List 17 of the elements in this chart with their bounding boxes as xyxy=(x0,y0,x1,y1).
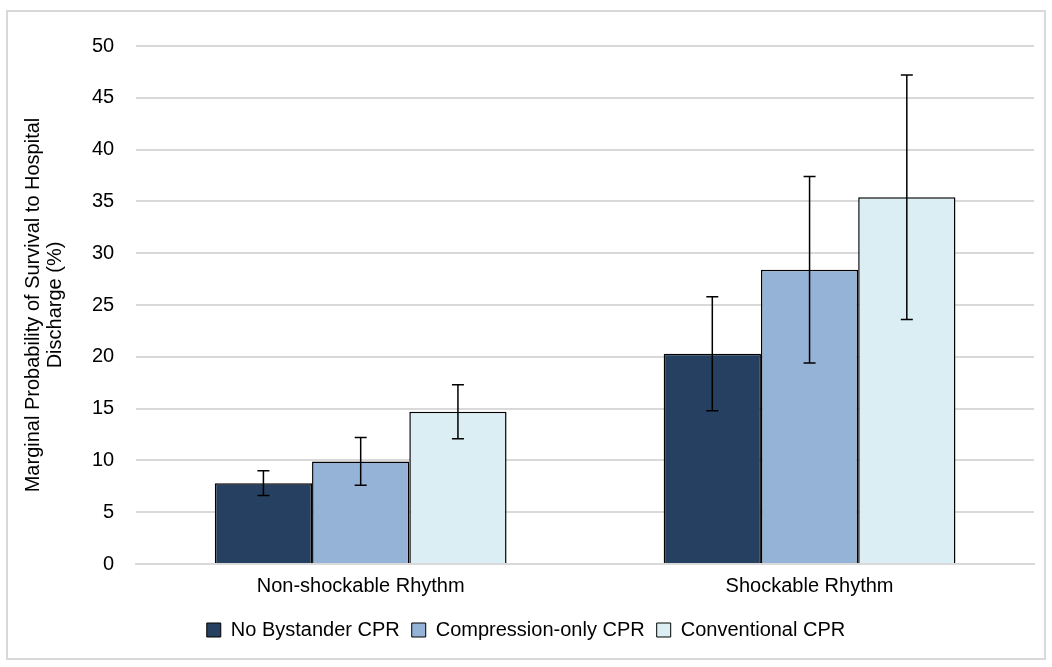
y-tick-label: 40 xyxy=(92,137,115,160)
legend-label: Compression-only CPR xyxy=(435,617,645,640)
y-tick-label: 0 xyxy=(103,551,115,574)
y-tick-label: 25 xyxy=(92,292,115,315)
y-tick-label: 35 xyxy=(92,188,115,211)
y-tick-label: 15 xyxy=(92,396,115,419)
legend-label: Conventional CPR xyxy=(680,617,846,640)
y-tick-label: 45 xyxy=(92,85,115,108)
y-tick-label: 5 xyxy=(103,499,115,522)
y-tick-label: 50 xyxy=(92,33,115,56)
x-tick-label: Non-shockable Rhythm xyxy=(256,573,465,596)
y-tick-label: 20 xyxy=(92,344,115,367)
y-tick-label: 30 xyxy=(92,240,115,263)
y-axis-title: Marginal Probability of Survival to Hospital Discharge (%) xyxy=(20,117,65,493)
x-tick-label: Shockable Rhythm xyxy=(725,573,894,596)
y-tick-label: 10 xyxy=(92,447,115,470)
legend-label: No Bystander CPR xyxy=(230,617,400,640)
